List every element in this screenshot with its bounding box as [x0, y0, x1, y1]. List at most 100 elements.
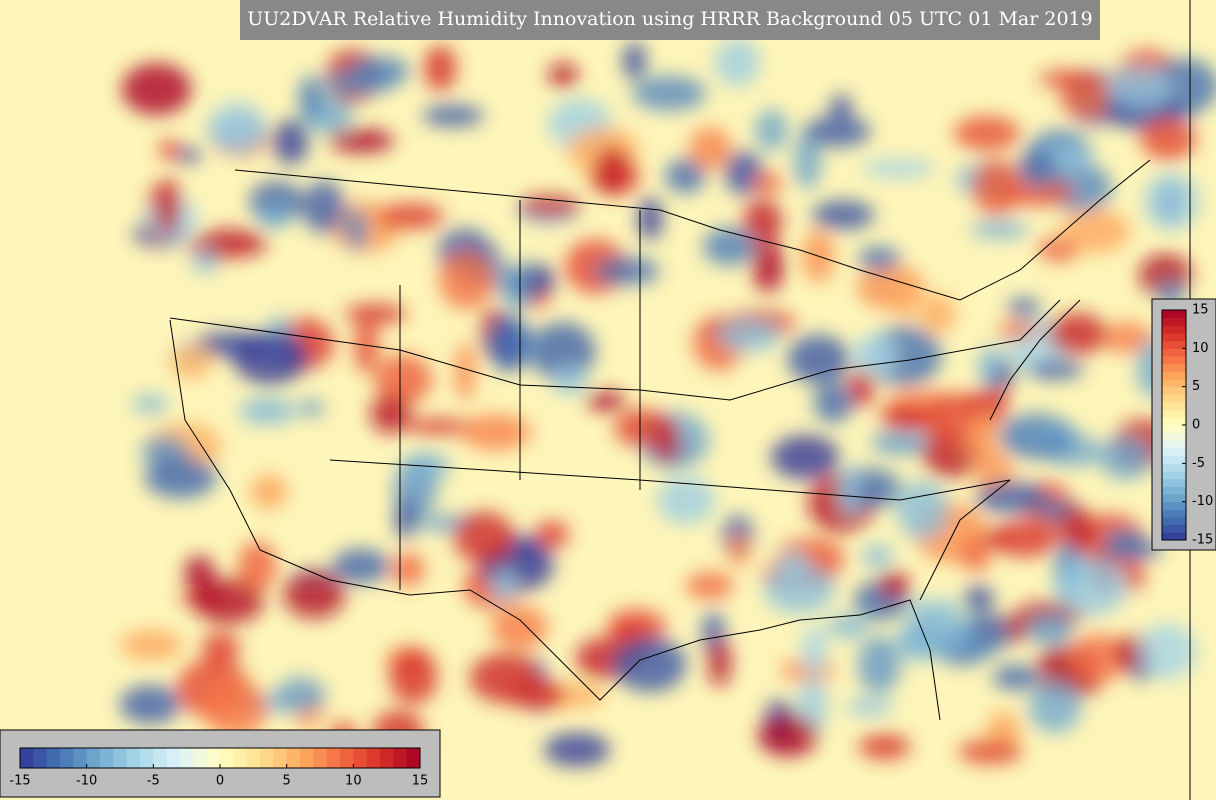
field-blob — [714, 38, 760, 87]
colorbar-segment — [406, 748, 421, 768]
field-blob — [202, 680, 268, 738]
field-blob — [870, 430, 935, 455]
field-blob — [401, 452, 450, 483]
colorbar-segment — [33, 748, 48, 768]
field-blob — [752, 240, 784, 293]
coast-line — [169, 319, 261, 551]
field-blob — [1140, 117, 1196, 161]
field-blob — [1099, 435, 1152, 480]
colorbar-segment — [366, 748, 381, 768]
field-blob — [491, 605, 548, 650]
field-blob — [665, 158, 706, 194]
field-blob — [1103, 529, 1149, 558]
colorbar-segment — [1162, 524, 1186, 533]
field-blob — [454, 342, 476, 402]
colorbar-segment — [1162, 310, 1186, 319]
colorbar-segment — [1162, 348, 1186, 357]
field-blob — [328, 128, 395, 153]
colorbar-tick-label: -10 — [1192, 494, 1213, 509]
field-blob — [657, 476, 716, 525]
field-blob — [594, 256, 660, 286]
colorbar-segment — [393, 748, 408, 768]
field-blob — [813, 382, 854, 423]
colorbar-segment — [1162, 356, 1186, 365]
field-blob — [491, 313, 527, 373]
field-blob — [351, 56, 411, 86]
field-blob — [858, 246, 900, 271]
field-blob — [238, 541, 277, 592]
colorbar-segment — [1162, 494, 1186, 503]
field-blob — [811, 200, 875, 230]
field-blob — [492, 264, 533, 298]
field-blob — [530, 322, 596, 381]
colorbar-segment — [353, 748, 368, 768]
field-blob — [764, 564, 836, 614]
field-blob — [846, 697, 894, 717]
colorbar-segment — [20, 748, 34, 768]
colorbar-segment — [1162, 386, 1186, 395]
colorbar-segment — [1162, 325, 1186, 334]
field-blob — [1038, 70, 1100, 87]
field-blob — [552, 365, 588, 395]
field-blob — [637, 196, 663, 241]
field-blob — [801, 625, 827, 677]
field-blob — [793, 132, 822, 190]
colorbars: 15 10 5 0 -5 -10 -15 -15 -10 -5 0 5 10 15 — [9, 303, 1213, 789]
field-blob — [958, 739, 1023, 765]
field-blob — [991, 520, 1058, 558]
field-blob — [972, 159, 1021, 216]
colorbar-segment — [1162, 486, 1186, 495]
field-blob — [209, 101, 267, 154]
colorbar-tick-label: -5 — [1192, 456, 1205, 471]
field-blob — [273, 119, 309, 165]
field-blob — [121, 63, 192, 116]
colorbar-segment — [220, 748, 234, 768]
field-blob — [992, 664, 1041, 691]
colorbar-segment — [60, 748, 74, 768]
field-blob — [1018, 149, 1058, 188]
colorbar-segment — [1162, 478, 1186, 487]
field-blob — [184, 555, 215, 592]
colorbar-tick-label: -5 — [147, 774, 160, 789]
field-blob — [298, 399, 325, 417]
field-blob — [391, 552, 425, 587]
field-blob — [862, 544, 894, 569]
field-blob — [1144, 173, 1199, 231]
colorbar-segment — [1162, 501, 1186, 510]
field-blob — [119, 684, 181, 725]
field-blob — [251, 474, 288, 509]
field-blob — [1069, 633, 1128, 683]
colorbar-tick-label: 5 — [1192, 379, 1200, 394]
field-blob — [960, 539, 992, 572]
field-blob — [389, 650, 438, 705]
colorbar-segment — [113, 748, 128, 768]
field-blob — [144, 456, 217, 499]
colorbar-segment — [246, 748, 261, 768]
colorbar-segment — [1162, 432, 1186, 441]
field-blob — [879, 571, 910, 600]
colorbar-segment — [140, 748, 154, 768]
field-blob — [543, 732, 610, 768]
colorbar-segment — [1162, 471, 1186, 480]
field-blob — [1137, 623, 1197, 680]
colorbar-tick-label: 10 — [345, 774, 362, 789]
field-blob — [155, 178, 182, 234]
field-blob — [594, 146, 631, 195]
field-blob — [957, 612, 1010, 657]
field-blob — [453, 511, 515, 564]
humidity-field — [119, 38, 1216, 768]
field-blob — [771, 434, 840, 480]
colorbar-segment — [73, 748, 88, 768]
colorbar-segment — [1162, 340, 1186, 349]
field-blob — [1027, 612, 1073, 646]
colorbar-tick-label: -15 — [1192, 533, 1213, 548]
field-blob — [612, 636, 687, 693]
field-blob — [689, 126, 732, 170]
field-blob — [752, 173, 784, 194]
field-blob — [879, 404, 933, 429]
field-blob — [726, 532, 751, 567]
colorbar-segment — [126, 748, 141, 768]
field-blob — [861, 158, 936, 178]
colorbar-segment — [340, 748, 354, 768]
colorbar-segment — [260, 748, 274, 768]
